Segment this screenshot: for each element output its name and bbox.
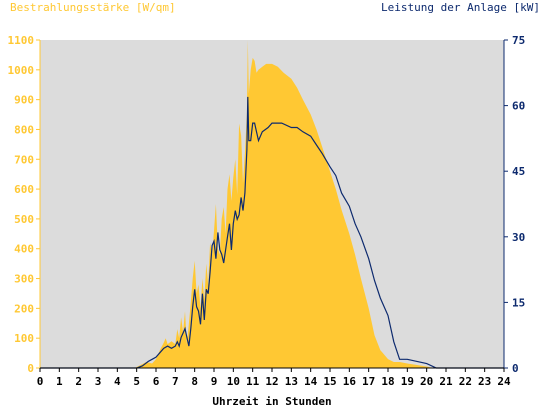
left-tick-label: 200 (14, 302, 34, 315)
x-tick-label: 18 (381, 375, 394, 388)
x-tick-label: 4 (114, 375, 121, 388)
x-tick-label: 13 (285, 375, 298, 388)
x-tick-label: 15 (323, 375, 336, 388)
left-tick-label: 1000 (8, 64, 35, 77)
x-tick-label: 20 (420, 375, 433, 388)
power-line (40, 96, 504, 369)
x-tick-label: 22 (459, 375, 472, 388)
x-tick-label: 6 (153, 375, 160, 388)
left-tick-label: 300 (14, 273, 34, 286)
x-tick-label: 3 (95, 375, 102, 388)
irradiance-area (40, 40, 504, 368)
left-tick-label: 800 (14, 123, 34, 136)
x-tick-label: 9 (211, 375, 218, 388)
x-tick-label: 10 (227, 375, 240, 388)
x-tick-label: 16 (343, 375, 357, 388)
x-tick-label: 8 (191, 375, 198, 388)
left-axis-title: Bestrahlungsstärke [W/qm] (10, 1, 176, 14)
right-tick-label: 15 (512, 296, 525, 309)
x-tick-label: 24 (497, 375, 511, 388)
x-tick-label: 19 (401, 375, 414, 388)
left-tick-label: 100 (14, 332, 34, 345)
x-tick-label: 12 (265, 375, 278, 388)
x-tick-label: 5 (133, 375, 140, 388)
x-tick-label: 21 (439, 375, 453, 388)
right-tick-label: 45 (512, 165, 525, 178)
x-tick-label: 17 (362, 375, 375, 388)
x-tick-label: 11 (246, 375, 260, 388)
x-tick-label: 7 (172, 375, 179, 388)
left-tick-label: 900 (14, 94, 34, 107)
x-tick-label: 23 (478, 375, 491, 388)
x-tick-label: 2 (75, 375, 82, 388)
right-tick-label: 60 (512, 100, 525, 113)
left-tick-label: 600 (14, 183, 34, 196)
right-axis-title: Leistung der Anlage [kW] (381, 1, 540, 14)
x-tick-label: 14 (304, 375, 318, 388)
right-tick-label: 30 (512, 231, 525, 244)
x-tick-label: 1 (56, 375, 63, 388)
right-tick-label: 0 (512, 362, 519, 375)
right-tick-label: 75 (512, 34, 525, 47)
left-tick-label: 500 (14, 213, 34, 226)
x-axis-title: Uhrzeit in Stunden (212, 395, 332, 408)
left-tick-label: 0 (27, 362, 34, 375)
left-tick-label: 1100 (8, 34, 35, 47)
left-tick-label: 700 (14, 153, 34, 166)
left-tick-label: 400 (14, 243, 34, 256)
x-tick-label: 0 (37, 375, 44, 388)
